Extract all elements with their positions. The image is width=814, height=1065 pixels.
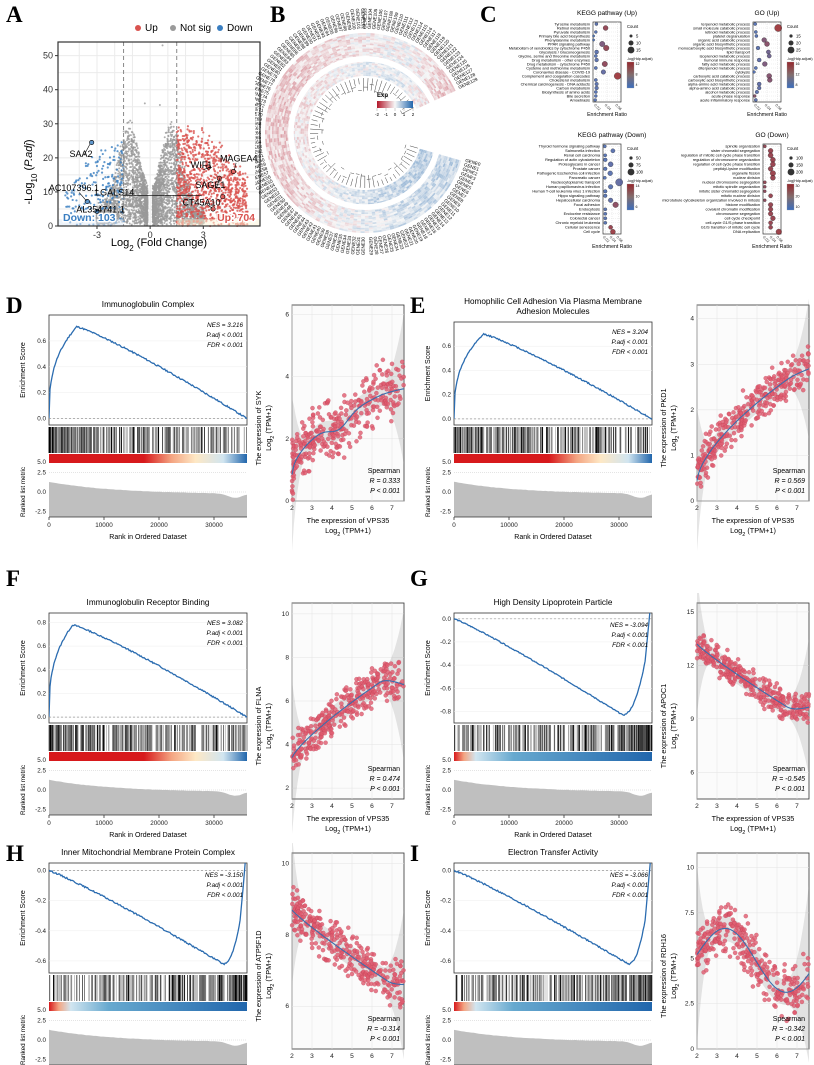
svg-text:30: 30 <box>43 119 53 129</box>
svg-text:0.06: 0.06 <box>614 103 622 111</box>
svg-text:-3: -3 <box>93 230 101 240</box>
svg-text:2: 2 <box>412 112 415 117</box>
svg-text:AC107396.1: AC107396.1 <box>49 183 99 193</box>
svg-text:KEGG pathway (Up): KEGG pathway (Up) <box>577 10 637 17</box>
svg-text:LGALS14: LGALS14 <box>95 187 134 197</box>
svg-text:10: 10 <box>636 40 641 45</box>
svg-text:SAGE1: SAGE1 <box>195 180 225 190</box>
svg-text:Up: Up <box>145 23 158 34</box>
svg-text:GENE29: GENE29 <box>368 237 374 256</box>
svg-text:SAA2: SAA2 <box>70 149 93 159</box>
svg-text:Exp: Exp <box>377 93 388 99</box>
svg-text:1: 1 <box>403 112 406 117</box>
svg-text:WIF1: WIF1 <box>191 160 213 170</box>
svg-text:AL354741.1: AL354741.1 <box>76 204 125 214</box>
svg-text:5: 5 <box>636 33 639 38</box>
svg-text:-2: -2 <box>375 112 379 117</box>
svg-text:-1: -1 <box>384 112 388 117</box>
svg-text:-Log10 (P.adj): -Log10 (P.adj) <box>23 140 39 205</box>
svg-text:GO (Up): GO (Up) <box>755 10 780 17</box>
svg-text:40: 40 <box>43 85 53 95</box>
svg-text:GENE66: GENE66 <box>255 130 261 135</box>
svg-text:0: 0 <box>48 221 53 231</box>
svg-text:Count: Count <box>627 24 639 29</box>
svg-text:15: 15 <box>636 47 641 52</box>
svg-text:CT45A10: CT45A10 <box>183 198 221 208</box>
svg-text:20: 20 <box>43 153 53 163</box>
svg-text:4: 4 <box>636 83 638 87</box>
svg-text:GENE30: GENE30 <box>361 237 366 256</box>
svg-text:Enrichment Ratio: Enrichment Ratio <box>587 112 627 118</box>
svg-text:12: 12 <box>636 62 640 66</box>
svg-text:Log2 (Fold Change): Log2 (Fold Change) <box>111 237 207 253</box>
svg-text:MAGEA4: MAGEA4 <box>220 153 258 163</box>
svg-text:8: 8 <box>636 73 638 77</box>
svg-text:0: 0 <box>394 112 397 117</box>
svg-text:Down: Down <box>227 23 253 34</box>
svg-text:Amoebiasis: Amoebiasis <box>570 97 590 102</box>
svg-text:50: 50 <box>43 51 53 61</box>
svg-text:Up: 704: Up: 704 <box>217 212 255 224</box>
svg-text:0.02: 0.02 <box>593 103 601 111</box>
svg-text:Not sig: Not sig <box>180 23 211 34</box>
svg-text:-log(Hdp.adjust): -log(Hdp.adjust) <box>627 57 653 61</box>
svg-text:0.04: 0.04 <box>604 103 612 111</box>
